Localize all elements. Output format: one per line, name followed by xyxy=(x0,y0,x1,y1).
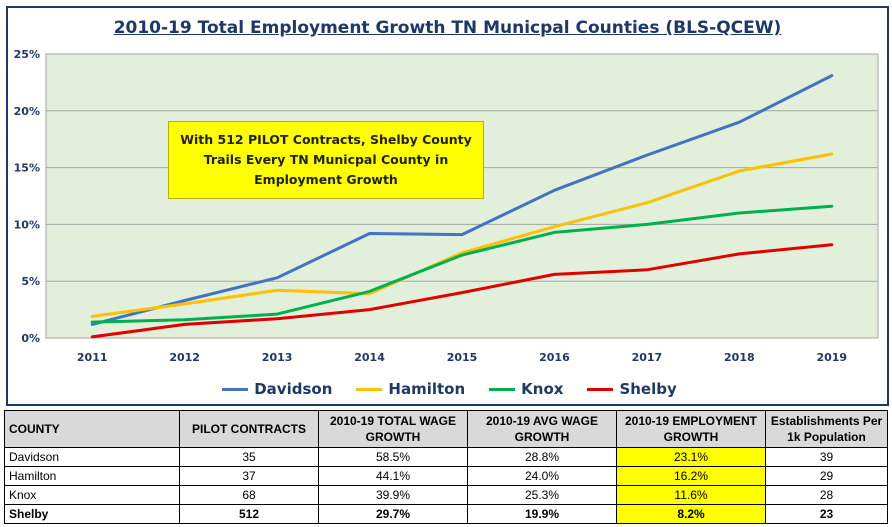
cell-total-wage-growth: 44.1% xyxy=(318,466,468,486)
chart-annotation: With 512 PILOT Contracts, Shelby County … xyxy=(168,121,484,199)
x-tick-label: 2019 xyxy=(816,351,847,364)
legend-item-knox: Knox xyxy=(489,380,563,398)
cell-avg-wage-growth: 24.0% xyxy=(467,466,617,486)
chart-title: 2010-19 Total Employment Growth TN Munic… xyxy=(113,18,782,38)
cell-establishments: 28 xyxy=(765,485,888,505)
legend-item-hamilton: Hamilton xyxy=(356,380,465,398)
legend-item-davidson: Davidson xyxy=(222,380,332,398)
legend-swatch-shelby xyxy=(587,387,614,391)
cell-avg-wage-growth: 19.9% xyxy=(467,504,617,524)
cell-county: Knox xyxy=(4,485,180,505)
legend-label-shelby: Shelby xyxy=(619,380,677,398)
table-row: Shelby 512 29.7% 19.9% 8.2% 23 xyxy=(4,504,888,524)
cell-total-wage-growth: 58.5% xyxy=(318,447,468,467)
header-establishments: Establishments Per 1k Population xyxy=(765,410,888,448)
y-tick-label: 10% xyxy=(14,218,40,231)
x-tick-label: 2017 xyxy=(632,351,663,364)
y-tick-label: 15% xyxy=(14,162,40,175)
table-row: Knox 68 39.9% 25.3% 11.6% 28 xyxy=(4,485,888,505)
y-tick-label: 25% xyxy=(14,48,40,61)
x-tick-label: 2013 xyxy=(262,351,293,364)
cell-establishments: 29 xyxy=(765,466,888,486)
legend-swatch-hamilton xyxy=(356,387,383,391)
series-line-knox xyxy=(90,204,834,324)
summary-table: COUNTY PILOT CONTRACTS 2010-19 TOTAL WAG… xyxy=(4,410,888,524)
y-tick-label: 0% xyxy=(21,332,40,345)
table-row: Davidson 35 58.5% 28.8% 23.1% 39 xyxy=(4,447,888,467)
chart-legend: Davidson Hamilton Knox Shelby xyxy=(8,380,891,398)
x-tick-label: 2014 xyxy=(354,351,385,364)
x-tick-label: 2011 xyxy=(77,351,108,364)
cell-pilot-contracts: 68 xyxy=(179,485,319,505)
y-tick-label: 20% xyxy=(14,105,40,118)
cell-employment-growth: 8.2% xyxy=(616,504,766,524)
cell-employment-growth: 23.1% xyxy=(616,447,766,467)
header-avg-wage-growth: 2010-19 AVG WAGE GROWTH xyxy=(467,410,617,448)
table-header-row: COUNTY PILOT CONTRACTS 2010-19 TOTAL WAG… xyxy=(4,410,888,448)
line-chart: 0% 5% 10% 15% 20% 25% 2011 2012 2013 2014 2015 2016… xyxy=(14,48,879,364)
legend-label-knox: Knox xyxy=(521,380,564,398)
cell-avg-wage-growth: 25.3% xyxy=(467,485,617,505)
cell-total-wage-growth: 29.7% xyxy=(318,504,468,524)
chart-frame: 2010-19 Total Employment Growth TN Munic… xyxy=(6,6,889,406)
x-tick-label: 2012 xyxy=(169,351,200,364)
cell-pilot-contracts: 37 xyxy=(179,466,319,486)
cell-county: Hamilton xyxy=(4,466,180,486)
cell-county: Davidson xyxy=(4,447,180,467)
x-tick-label: 2015 xyxy=(447,351,478,364)
cell-employment-growth: 11.6% xyxy=(616,485,766,505)
x-tick-label: 2018 xyxy=(724,351,755,364)
series-line-shelby xyxy=(90,243,834,339)
series-line-hamilton xyxy=(90,152,834,318)
x-tick-label: 2016 xyxy=(539,351,570,364)
y-tick-label: 5% xyxy=(21,275,40,288)
cell-total-wage-growth: 39.9% xyxy=(318,485,468,505)
cell-establishments: 39 xyxy=(765,447,888,467)
series-line-davidson xyxy=(90,74,834,326)
cell-establishments: 23 xyxy=(765,504,888,524)
header-pilot-contracts: PILOT CONTRACTS xyxy=(179,410,319,448)
cell-pilot-contracts: 35 xyxy=(179,447,319,467)
cell-county: Shelby xyxy=(4,504,180,524)
cell-employment-growth: 16.2% xyxy=(616,466,766,486)
legend-item-shelby: Shelby xyxy=(587,380,677,398)
legend-label-hamilton: Hamilton xyxy=(388,380,466,398)
legend-label-davidson: Davidson xyxy=(254,380,333,398)
cell-avg-wage-growth: 28.8% xyxy=(467,447,617,467)
header-employment-growth: 2010-19 EMPLOYMENT GROWTH xyxy=(616,410,766,448)
legend-swatch-davidson xyxy=(222,387,249,391)
legend-swatch-knox xyxy=(489,387,516,391)
table-row: Hamilton 37 44.1% 24.0% 16.2% 29 xyxy=(4,466,888,486)
cell-pilot-contracts: 512 xyxy=(179,504,319,524)
header-total-wage-growth: 2010-19 TOTAL WAGE GROWTH xyxy=(318,410,468,448)
header-county: COUNTY xyxy=(4,410,180,448)
